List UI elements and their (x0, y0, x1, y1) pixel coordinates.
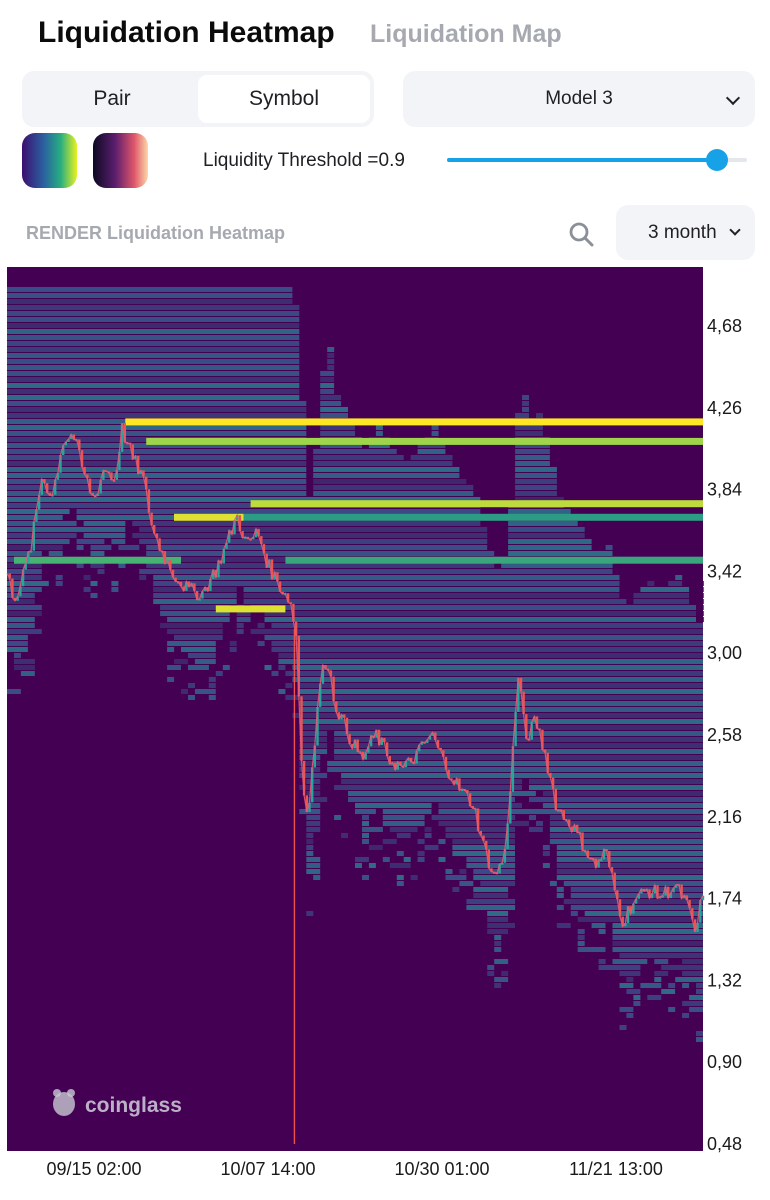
x-tick-label: 10/30 01:00 (394, 1159, 489, 1179)
coinglass-watermark: coinglass (53, 1089, 182, 1117)
y-tick-label: 2,58 (707, 725, 742, 745)
x-axis: 09/15 02:00 10/07 14:00 10/30 01:00 11/21 1… (46, 1159, 662, 1179)
y-tick-label: 0,90 (707, 1052, 742, 1072)
x-tick-label: 10/07 14:00 (220, 1159, 315, 1179)
price-line (6, 423, 704, 933)
liquidation-heatmap-chart[interactable]: coinglass 4,68 4,26 3,84 3,42 3,00 2,58 2,16 1,… (0, 262, 770, 1200)
time-range-value: 3 month (648, 222, 717, 243)
model-select-value: Model 3 (545, 88, 613, 109)
slider-fill (447, 158, 717, 162)
y-tick-label: 3,00 (707, 643, 742, 663)
slider-thumb[interactable] (706, 149, 728, 171)
page-title: Liquidation Heatmap (38, 16, 335, 49)
time-range-select[interactable]: 3 month (616, 205, 755, 260)
search-icon[interactable] (568, 221, 594, 247)
liquidity-threshold-label: Liquidity Threshold =0.9 (203, 150, 405, 171)
y-tick-label: 4,68 (707, 316, 742, 336)
chevron-down-icon (729, 224, 741, 236)
viridis-palette-button[interactable] (22, 133, 77, 188)
y-axis: 4,68 4,26 3,84 3,42 3,00 2,58 2,16 1,74 1,32 0,90… (707, 316, 742, 1154)
y-tick-label: 0,48 (707, 1134, 742, 1154)
coinglass-logo-icon (53, 1092, 75, 1116)
magma-palette-button[interactable] (93, 133, 148, 188)
chart-title: RENDER Liquidation Heatmap (26, 223, 286, 243)
y-tick-label: 4,26 (707, 398, 742, 418)
watermark-text: coinglass (85, 1094, 182, 1117)
y-tick-label: 1,32 (707, 970, 742, 990)
y-tick-label: 3,84 (707, 480, 742, 500)
pair-button[interactable]: Pair (93, 87, 131, 110)
y-tick-label: 2,16 (707, 807, 742, 827)
model-select[interactable]: Model 3 (403, 71, 755, 127)
y-tick-label: 3,42 (707, 561, 742, 581)
y-tick-label: 1,74 (707, 889, 742, 909)
heatmap-bands (7, 287, 704, 1042)
symbol-button[interactable]: Symbol (198, 75, 370, 123)
pair-symbol-toggle: Pair Symbol (22, 71, 374, 127)
liquidity-threshold-slider[interactable] (447, 149, 747, 171)
x-tick-label: 11/21 13:00 (569, 1159, 663, 1179)
x-tick-label: 09/15 02:00 (46, 1159, 141, 1179)
tab-liquidation-map[interactable]: Liquidation Map (370, 20, 562, 48)
